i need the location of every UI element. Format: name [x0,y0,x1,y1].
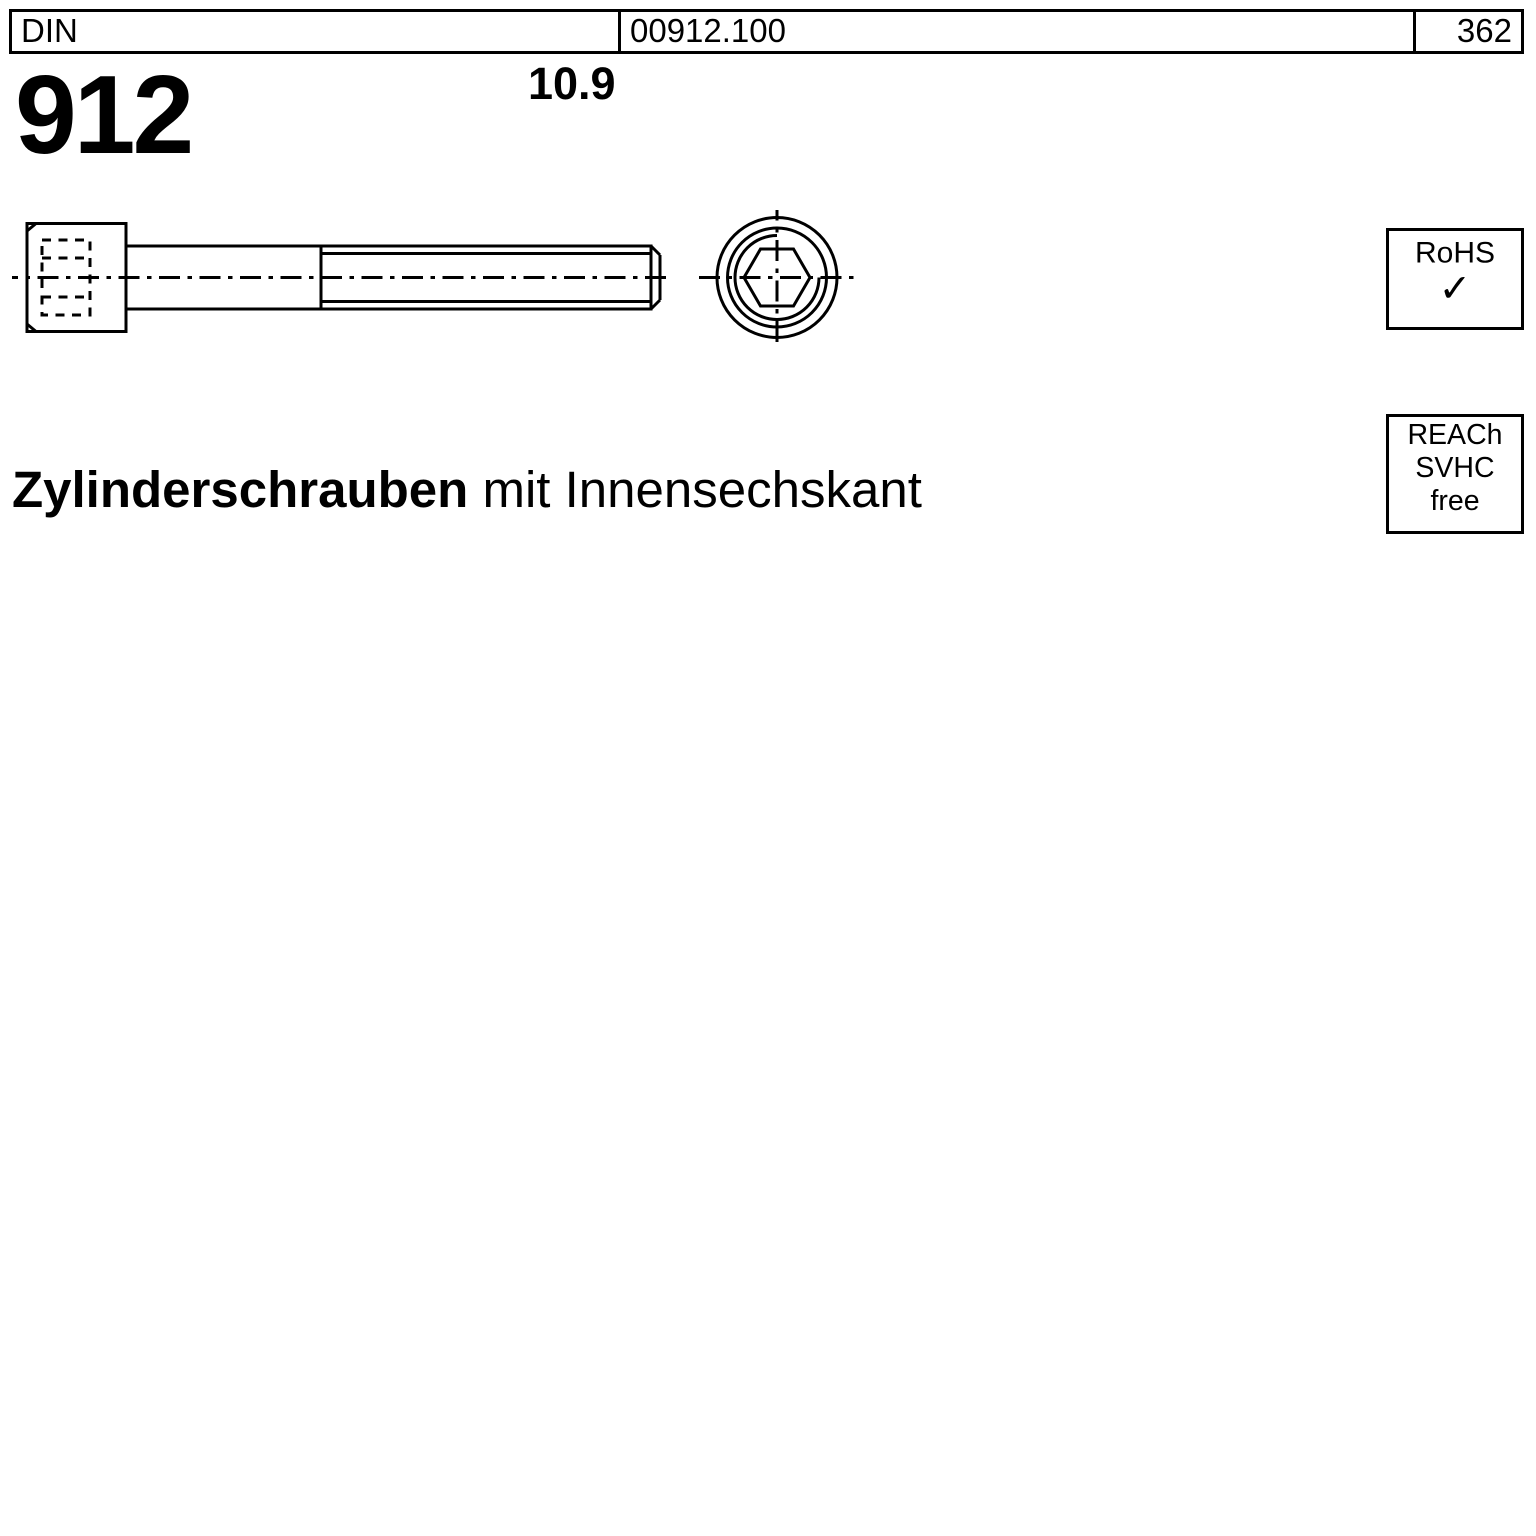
header-code: 00912.100 [621,12,1416,51]
product-title-bold: Zylinderschrauben [12,462,468,519]
reach-line3: free [1392,486,1518,519]
screw-drawing [12,210,882,345]
product-title-rest: mit Innensechskant [468,462,922,519]
strength-grade: 10.9 [528,60,616,111]
rohs-badge: RoHS ✓ [1386,228,1524,330]
standard-number: 912 [15,51,191,179]
header-page: 362 [1416,12,1521,51]
product-title: Zylinderschrauben mit Innensechskant [12,462,922,521]
reach-line1: REACh [1392,420,1518,453]
reach-badge: REACh SVHC free [1386,414,1524,534]
header-row: DIN 00912.100 362 [9,9,1524,54]
reach-line2: SVHC [1392,453,1518,486]
check-icon: ✓ [1392,272,1518,307]
header-standard-label: DIN [12,12,621,51]
